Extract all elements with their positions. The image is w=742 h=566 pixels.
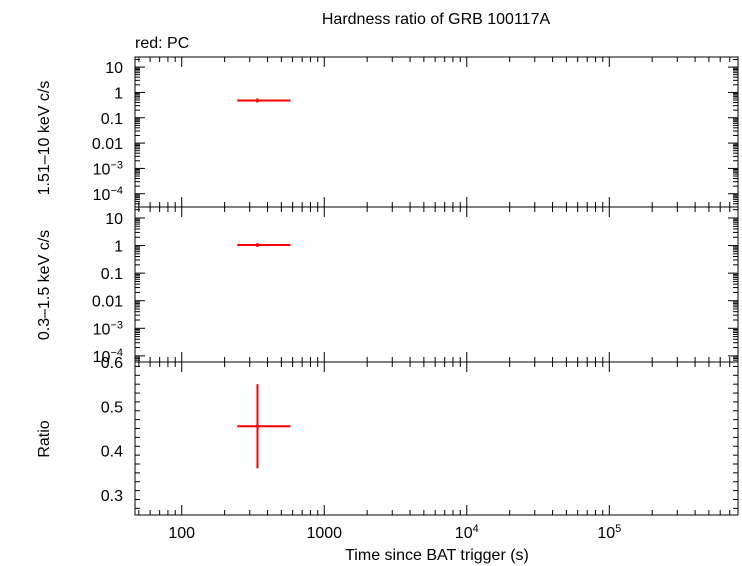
panel-2 bbox=[134, 361, 739, 516]
y-tick-label: 10−3 bbox=[93, 159, 123, 178]
y-tick-label: 10 bbox=[105, 211, 123, 228]
y-tick-label: 10−4 bbox=[93, 347, 123, 366]
y-axis-label-ratio: Ratio bbox=[36, 420, 53, 457]
y-tick-label: 0.3 bbox=[101, 488, 123, 505]
y-tick-label: 10−3 bbox=[93, 319, 123, 338]
y-axis-label-soft-band: 0.3–1.5 keV c/s bbox=[36, 230, 53, 340]
y-tick-label: 0.01 bbox=[92, 136, 123, 153]
y-tick-label: 0.01 bbox=[92, 294, 123, 311]
y-tick-label: 1 bbox=[114, 85, 123, 102]
x-tick-label: 104 bbox=[455, 523, 479, 542]
panel-1 bbox=[134, 206, 739, 363]
chart-title: Hardness ratio of GRB 100117A bbox=[322, 11, 551, 28]
y-axis-label-hard-band: 1.51–10 keV c/s bbox=[36, 81, 53, 196]
y-tick-label: 0.1 bbox=[101, 266, 123, 283]
data-point bbox=[255, 98, 260, 103]
x-tick-label: 105 bbox=[597, 523, 621, 542]
legend-text: red: PC bbox=[135, 35, 189, 52]
y-tick-label: 0.4 bbox=[101, 444, 123, 461]
panel-frame-0 bbox=[134, 56, 739, 208]
y-tick-label: 1 bbox=[114, 239, 123, 256]
y-tick-label: 10 bbox=[105, 60, 123, 77]
x-tick-label: 1000 bbox=[306, 525, 342, 542]
data-point bbox=[255, 243, 260, 247]
panel-frame-2 bbox=[134, 361, 739, 516]
y-tick-label: 0.1 bbox=[101, 111, 123, 128]
panel-0 bbox=[134, 56, 739, 208]
x-axis-label: Time since BAT trigger (s) bbox=[345, 547, 529, 564]
panel-frame-1 bbox=[134, 206, 739, 363]
y-tick-label: 0.6 bbox=[101, 355, 123, 372]
y-tick-label: 10−4 bbox=[93, 185, 123, 204]
y-tick-label: 0.5 bbox=[101, 399, 123, 416]
x-tick-label: 100 bbox=[168, 525, 195, 542]
data-point bbox=[255, 424, 260, 429]
